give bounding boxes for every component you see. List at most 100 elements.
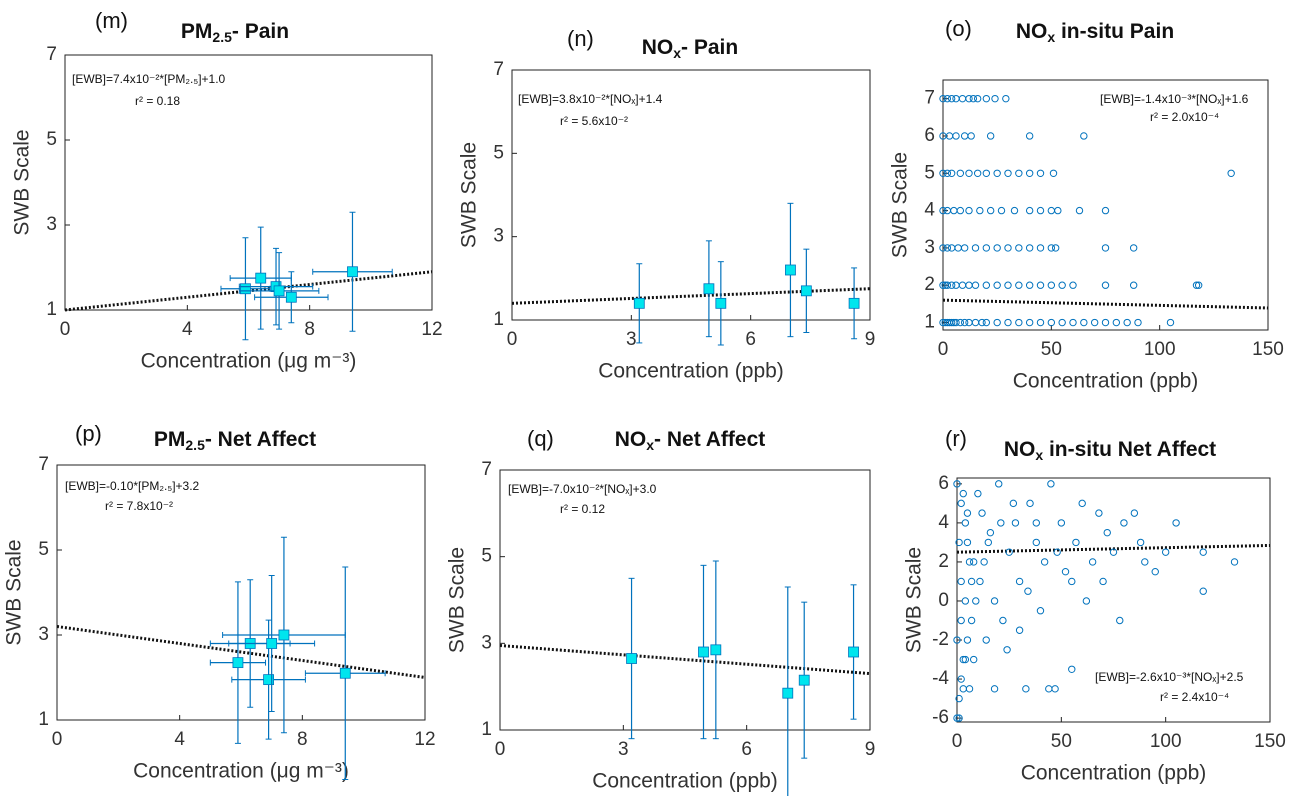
x-tick-label: 50	[1051, 731, 1072, 752]
y-tick-label: 5	[493, 142, 504, 163]
data-point	[993, 244, 1001, 252]
data-point	[1161, 548, 1170, 556]
data-point	[1075, 206, 1084, 215]
data-point	[984, 538, 992, 547]
data-point	[1109, 548, 1118, 556]
data-point	[982, 94, 991, 103]
panel: (o) NOx in-situ Pain [EWB]=-1.4x10⁻³*[NOₓ]…	[889, 16, 1284, 393]
data-point	[955, 694, 963, 703]
data-point	[1134, 318, 1142, 327]
x-tick-label: 9	[865, 739, 876, 760]
y-tick-label: 5	[38, 539, 49, 560]
y-tick-label: 1	[38, 709, 49, 730]
data-point	[1166, 318, 1175, 327]
y-tick-label: 4	[924, 200, 935, 221]
data-point	[982, 318, 991, 327]
data-point	[963, 636, 972, 644]
y-tick-label: 3	[924, 237, 935, 258]
r-squared: r² = 2.0x10⁻⁴	[1150, 110, 1219, 124]
data-point	[965, 558, 974, 566]
data-point	[947, 281, 956, 289]
title-subscript: x	[646, 437, 654, 453]
data-point	[953, 636, 961, 644]
data-point	[943, 169, 952, 177]
panel-label: (p)	[75, 421, 102, 446]
data-point	[939, 281, 947, 289]
panel-label: (r)	[945, 426, 967, 451]
data-point	[993, 169, 1001, 177]
data-point	[993, 281, 1001, 289]
panel-title: NOx- Pain	[642, 36, 738, 61]
data-point	[963, 538, 972, 547]
x-tick-label: 3	[626, 329, 637, 350]
data-point	[999, 616, 1007, 625]
data-point	[1194, 281, 1203, 289]
y-tick-label: 1	[481, 719, 492, 740]
y-tick-label: 0	[938, 590, 949, 611]
title-main: NO	[1016, 20, 1048, 43]
data-point	[800, 285, 812, 297]
data-point	[1015, 169, 1023, 177]
data-point	[947, 94, 956, 103]
data-point	[1099, 577, 1107, 586]
x-axis-label: Concentration (μg m⁻³)	[133, 760, 349, 783]
y-tick-label: 1	[924, 312, 935, 333]
data-point	[1095, 509, 1103, 517]
data-point	[1112, 318, 1121, 327]
title-rest: in-situ Net Affect	[1043, 438, 1216, 461]
panel: (r) NOx in-situ Net Affect [EWB]=-2.6x10⁻³…	[903, 426, 1286, 785]
x-tick-label: 0	[60, 319, 71, 340]
data-point	[947, 169, 956, 177]
data-point	[1010, 206, 1019, 215]
data-point	[1024, 587, 1032, 595]
data-point	[848, 646, 859, 658]
axes-box	[942, 79, 1269, 331]
y-tick-label: 7	[38, 454, 49, 475]
data-point	[1151, 567, 1159, 576]
data-point	[982, 281, 991, 289]
title-main: PM	[181, 20, 213, 43]
data-point	[1025, 206, 1034, 215]
data-point	[698, 646, 709, 658]
data-point	[967, 577, 976, 586]
data-point	[1025, 169, 1034, 177]
data-point	[1051, 244, 1060, 252]
fit-line	[56, 625, 426, 679]
y-tick-label: 4	[938, 512, 949, 533]
data-point	[961, 519, 970, 527]
x-tick-label: 9	[865, 329, 876, 350]
data-point	[1047, 281, 1056, 289]
y-tick-label: 5	[924, 162, 935, 183]
data-point	[1054, 206, 1062, 215]
data-point	[266, 638, 278, 649]
data-point	[273, 285, 285, 297]
data-point	[965, 685, 974, 693]
data-point	[961, 597, 970, 605]
data-point	[1004, 281, 1012, 289]
data-point	[1025, 244, 1034, 252]
data-point	[1068, 665, 1076, 673]
x-tick-label: 8	[304, 319, 315, 340]
panel-title: NOx in-situ Pain	[1016, 20, 1174, 45]
r-squared: r² = 0.12	[560, 502, 605, 516]
panel: (p) PM2.5- Net Affect [EWB]=-0.10*[PM₂.₅]+…	[3, 421, 436, 783]
axes-box	[56, 464, 426, 721]
panel: (n) NOx- Pain [EWB]=3.8x10⁻²*[NOₓ]+1.4 r² =…	[458, 26, 876, 383]
data-point	[943, 94, 952, 103]
x-tick-label: 150	[1254, 731, 1286, 752]
data-point	[626, 653, 637, 664]
data-point	[1036, 318, 1045, 327]
data-point	[1227, 169, 1235, 177]
data-point	[956, 169, 965, 177]
data-point	[782, 687, 794, 699]
data-point	[1101, 206, 1110, 215]
data-point	[1025, 132, 1034, 140]
data-point	[703, 283, 715, 295]
data-point	[1072, 538, 1080, 547]
data-point	[955, 538, 963, 547]
data-point	[339, 667, 351, 679]
data-point	[943, 244, 952, 252]
data-point	[710, 644, 722, 656]
panel-label: (n)	[567, 26, 594, 51]
data-point	[1101, 318, 1110, 327]
